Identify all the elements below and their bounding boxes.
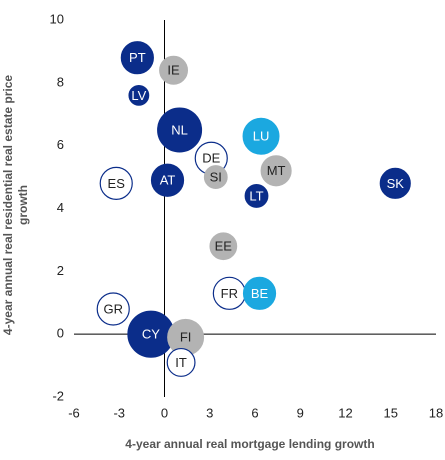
bubble-label: LU (253, 129, 270, 144)
x-tick-label: 18 (429, 405, 443, 420)
bubble (166, 347, 196, 377)
bubble-label: DE (202, 151, 220, 166)
bubble (242, 117, 280, 155)
bubble (99, 166, 133, 200)
x-tick-label: 6 (251, 405, 258, 420)
x-tick-label: 0 (161, 405, 168, 420)
y-tick-label: 0 (57, 326, 64, 341)
bubble-label: LV (131, 88, 146, 103)
bubble-label: FI (180, 330, 192, 345)
y-tick-label: 2 (57, 263, 64, 278)
bubble-label: GR (103, 301, 123, 316)
bubble (120, 41, 154, 75)
y-axis-label: 4-year annual real residential real esta… (1, 74, 30, 336)
y-tick-label: 10 (50, 11, 64, 26)
x-tick-label: 9 (297, 405, 304, 420)
bubble (203, 165, 228, 189)
bubble-label: BE (251, 286, 269, 301)
bubble-label: EE (215, 239, 233, 254)
bubble (209, 232, 238, 261)
bubble (242, 276, 277, 310)
bubble-label: SK (387, 176, 405, 191)
bubble (244, 184, 269, 208)
bubble-label: NL (171, 122, 188, 137)
bubble (128, 85, 150, 106)
x-tick-label: 3 (206, 405, 213, 420)
x-tick-label: 12 (338, 405, 352, 420)
y-tick-label: 4 (57, 200, 64, 215)
bubble (260, 155, 292, 187)
x-tick-label: -6 (68, 405, 80, 420)
x-tick-label: 15 (384, 405, 398, 420)
bubble-label: MT (267, 163, 286, 178)
y-tick-label: -2 (52, 388, 64, 403)
bubble-label: LT (249, 188, 263, 203)
bubble-label: ES (108, 176, 126, 191)
bubble-label: IT (175, 355, 187, 370)
y-tick-label: 8 (57, 74, 64, 89)
bubble-label: AT (160, 173, 176, 188)
x-tick-label: -3 (113, 405, 125, 420)
bubble (159, 55, 189, 85)
bubble-label: IE (167, 63, 180, 78)
x-axis-label: 4-year annual real mortgage lending grow… (125, 437, 375, 451)
bubble-label: PT (129, 50, 146, 65)
bubble (157, 107, 203, 153)
bubble (96, 292, 130, 326)
bubble-label: SI (210, 170, 222, 185)
bubble-label: FR (221, 286, 238, 301)
bubble (379, 167, 411, 199)
y-tick-label: 6 (57, 137, 64, 152)
bubble (150, 163, 185, 197)
bubble-label: CY (142, 327, 160, 342)
